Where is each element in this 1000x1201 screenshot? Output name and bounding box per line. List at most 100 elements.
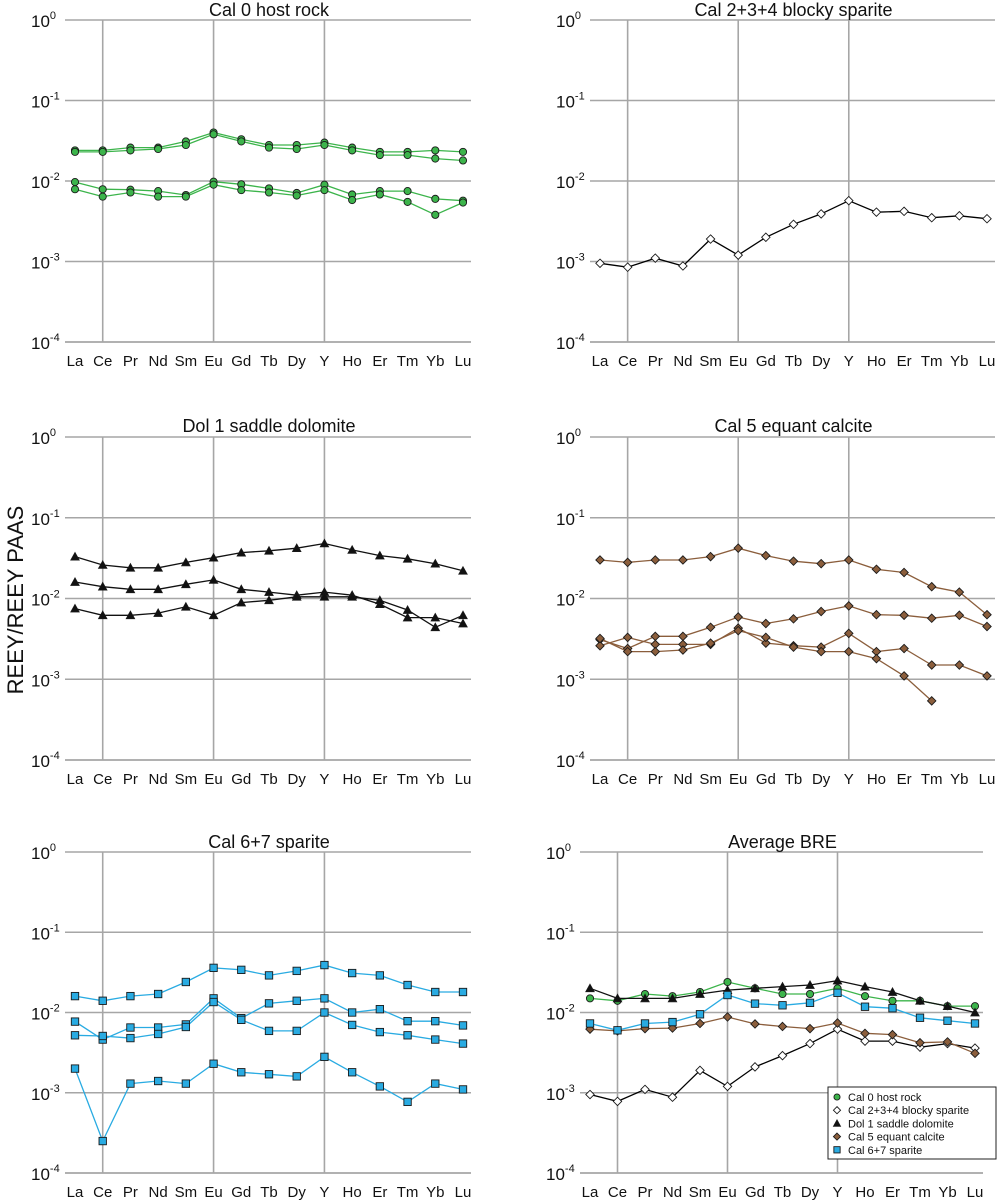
data-point: [431, 1079, 440, 1088]
data-point: [291, 591, 302, 601]
data-point: [98, 147, 107, 156]
data-point: [375, 1005, 385, 1014]
data-point: [292, 1072, 301, 1081]
x-tick-label: Ce: [608, 1184, 627, 1201]
data-point: [942, 1001, 953, 1010]
legend-label: Cal 2+3+4 blocky sparite: [848, 1105, 969, 1117]
data-point: [832, 1018, 843, 1028]
x-tick-label: Lu: [979, 353, 996, 370]
x-tick-label: Yb: [426, 353, 444, 370]
data-point: [926, 696, 937, 706]
data-point: [180, 557, 191, 567]
data-point: [264, 1070, 274, 1079]
data-point: [816, 209, 826, 219]
data-point: [375, 971, 385, 980]
y-tick-label: 10-4: [31, 1163, 60, 1184]
chart-panel-4: 100 10-1 10-2 10-3 10-4 La Ce Pr Nd Sm Eu Gd Tb Dy Y Ho…: [556, 416, 995, 788]
data-point: [622, 262, 633, 273]
chart-title: Dol 1 saddle dolomite: [182, 416, 355, 436]
legend-label: Cal 5 equant calcite: [848, 1132, 945, 1144]
chart-title: Cal 2+3+4 blocky sparite: [694, 0, 892, 20]
data-point: [153, 1076, 163, 1086]
x-tick-label: Lu: [967, 1184, 984, 1201]
legend-item: Cal 2+3+4 blocky sparite: [832, 1105, 969, 1117]
data-point: [899, 610, 909, 621]
data-point: [888, 1004, 897, 1013]
data-point: [403, 1031, 412, 1040]
data-point: [695, 988, 705, 998]
data-point: [153, 608, 164, 617]
data-point: [292, 1026, 301, 1036]
data-point: [458, 198, 468, 207]
x-tick-label: Ho: [343, 353, 362, 370]
data-point: [264, 143, 274, 152]
data-point: [347, 1008, 357, 1017]
data-point: [154, 192, 163, 201]
data-point: [613, 1026, 622, 1035]
data-point: [126, 991, 135, 1001]
x-tick-label: Dy: [288, 1184, 307, 1201]
data-point: [832, 1024, 843, 1034]
x-tick-label: Ho: [855, 1184, 874, 1201]
series-2: [70, 574, 468, 628]
x-tick-label: La: [592, 353, 609, 370]
data-point: [761, 232, 771, 243]
data-point: [209, 963, 218, 973]
x-tick-label: La: [67, 353, 84, 370]
data-point: [375, 151, 384, 160]
series-3: [70, 997, 468, 1048]
x-tick-label: Eu: [204, 353, 222, 370]
data-point: [871, 653, 882, 664]
data-point: [347, 1068, 357, 1077]
data-point: [777, 1050, 788, 1061]
data-point: [843, 555, 854, 565]
data-point: [723, 990, 732, 1000]
data-point: [126, 188, 135, 197]
x-tick-label: Pr: [123, 353, 138, 370]
x-tick-label: Yb: [426, 1184, 444, 1201]
data-point: [843, 646, 854, 657]
data-point: [585, 994, 595, 1003]
data-point: [98, 1031, 107, 1041]
data-point: [97, 581, 108, 591]
x-tick-label: Tb: [785, 771, 803, 788]
data-point: [403, 980, 412, 990]
y-tick-label: 10-4: [31, 332, 60, 353]
data-point: [70, 576, 80, 586]
data-point: [695, 1065, 705, 1076]
data-point: [816, 558, 826, 569]
data-point: [458, 987, 468, 997]
y-tick-label: 10-3: [556, 669, 585, 690]
series-5: [585, 988, 980, 1035]
y-tick-label: 10-4: [546, 1163, 575, 1184]
chart-panel-2: 100 10-1 10-2 10-3 10-4 La Ce Pr Nd Sm Eu Gd Tb Dy Y Ho…: [556, 0, 995, 370]
y-tick-label: 10-1: [31, 91, 60, 112]
data-point: [640, 1084, 650, 1095]
x-tick-label: Eu: [729, 353, 747, 370]
data-point: [622, 632, 633, 643]
data-point: [926, 613, 937, 624]
chart-panel-3: 100 10-1 10-2 10-3 10-4 La Ce Pr Nd Sm Eu Gd Tb Dy Y Ho…: [31, 416, 471, 788]
data-point: [126, 146, 135, 155]
data-point: [153, 562, 164, 572]
data-point: [402, 553, 413, 563]
y-tick-label: 10-2: [546, 1003, 575, 1024]
data-point: [595, 640, 605, 651]
data-point: [70, 147, 80, 156]
x-tick-label: Nd: [149, 353, 168, 370]
data-point: [722, 1012, 733, 1022]
data-point: [860, 992, 870, 1001]
x-tick-label: Dy: [812, 353, 831, 370]
y-tick-label: 10-1: [31, 508, 60, 529]
data-point: [209, 180, 218, 189]
data-point: [430, 622, 441, 632]
data-point: [70, 178, 80, 187]
data-point: [180, 601, 191, 611]
data-point: [430, 612, 441, 622]
data-point: [264, 188, 274, 197]
x-tick-label: Tb: [785, 353, 803, 370]
y-tick-label: 100: [556, 427, 581, 448]
data-point: [887, 1036, 898, 1046]
x-tick-label: Nd: [673, 353, 692, 370]
